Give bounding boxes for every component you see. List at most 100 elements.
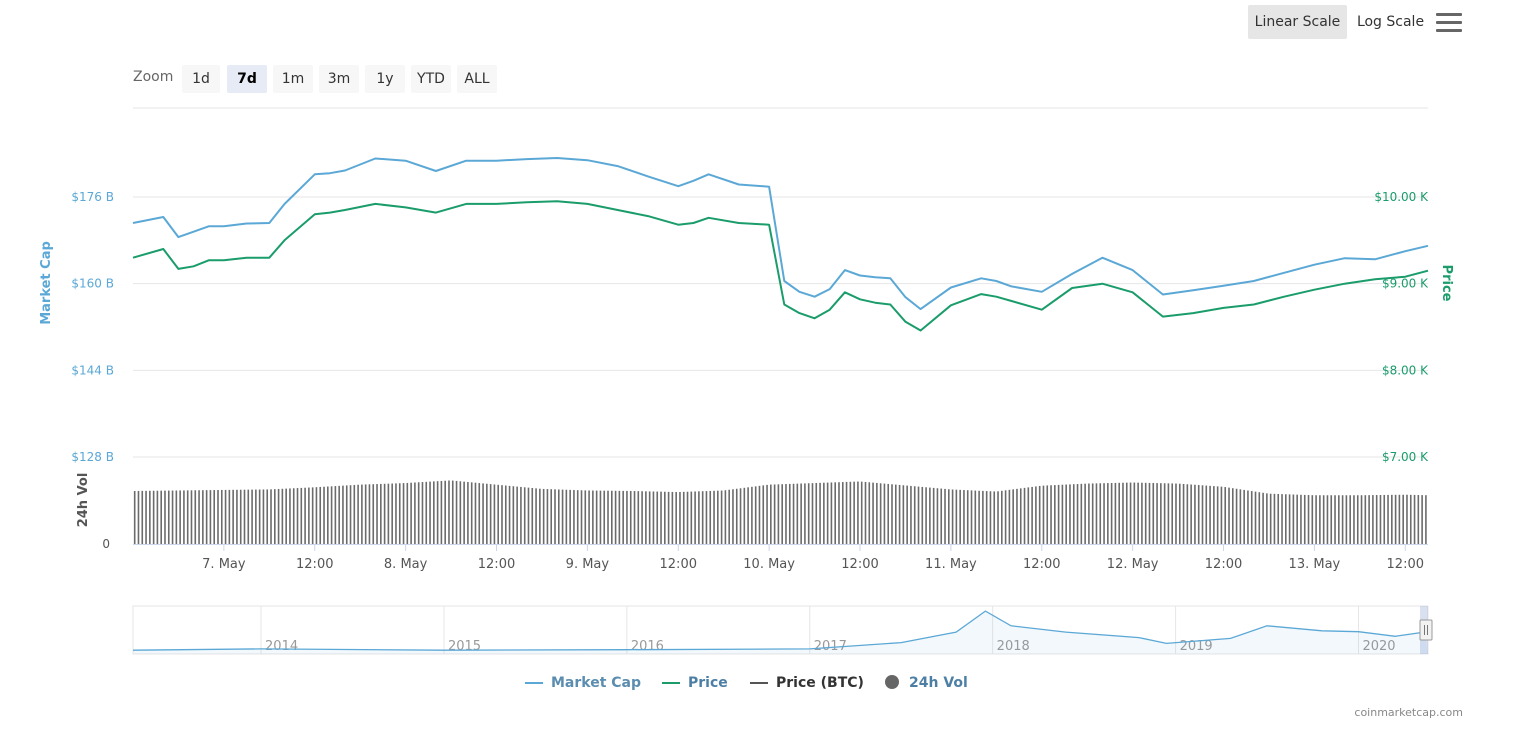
volume-bar <box>1383 494 1386 544</box>
right-axis-tick-label: $7.00 K <box>1382 450 1429 464</box>
volume-bar <box>289 488 291 544</box>
volume-bar <box>474 482 477 544</box>
volume-bar <box>834 482 836 544</box>
x-axis-tick-label: 12. May <box>1107 557 1159 572</box>
volume-bar <box>1322 495 1325 544</box>
zoom-ytd-button[interactable]: YTD <box>411 65 451 93</box>
volume-bar <box>894 484 897 544</box>
volume-bar <box>1413 494 1416 544</box>
volume-bar <box>1099 483 1102 544</box>
right-axis-tick-label: $8.00 K <box>1382 363 1429 377</box>
volume-bar <box>1182 483 1185 544</box>
volume-bar <box>1156 483 1158 544</box>
zoom-1m-button[interactable]: 1m <box>273 65 313 93</box>
volume-axis-title: 24h Vol <box>76 473 91 528</box>
hamburger-menu-icon[interactable] <box>1436 10 1462 32</box>
volume-bar <box>508 485 511 544</box>
volume-bar <box>402 483 405 544</box>
volume-bar <box>1315 495 1317 544</box>
volume-bar <box>236 489 238 544</box>
zoom-7d-button[interactable]: 7d <box>227 65 267 93</box>
volume-bar <box>1258 492 1261 544</box>
volume-bar <box>739 488 742 544</box>
zoom-3m-button[interactable]: 3m <box>319 65 359 93</box>
volume-bar <box>504 485 507 544</box>
volume-bar <box>436 481 439 544</box>
linear-scale-button[interactable]: Linear Scale <box>1248 5 1347 39</box>
volume-bar <box>951 489 954 544</box>
volume-bar <box>1402 494 1404 544</box>
volume-bar <box>1194 484 1196 544</box>
volume-bar <box>766 484 768 544</box>
volume-bar <box>440 480 443 544</box>
volume-bar <box>648 491 651 544</box>
volume-bar <box>762 485 765 544</box>
right-axis-tick-label: $9.00 K <box>1382 277 1429 291</box>
volume-bar <box>588 490 590 544</box>
volume-bar <box>1292 494 1295 544</box>
volume-bar <box>482 483 484 544</box>
volume-bar <box>531 488 534 544</box>
volume-bar <box>1054 485 1056 544</box>
volume-bar <box>868 482 871 544</box>
volume-bar <box>274 489 276 544</box>
volume-bar <box>353 484 356 544</box>
volume-bar <box>1137 482 1139 544</box>
volume-bar <box>709 490 712 544</box>
volume-bar <box>679 491 681 544</box>
volume-bar <box>1273 493 1276 544</box>
legend-price[interactable]: Price <box>662 675 728 691</box>
volume-bar <box>611 490 613 544</box>
legend-label: Price <box>688 675 728 691</box>
volume-bar <box>1277 493 1280 544</box>
x-axis-tick-label: 12:00 <box>1205 557 1242 572</box>
volume-bar <box>156 490 159 544</box>
volume-bar <box>982 490 984 544</box>
volume-bar <box>595 490 598 544</box>
volume-bar <box>1171 483 1174 544</box>
volume-bar <box>1167 483 1170 544</box>
volume-bar <box>1103 483 1105 544</box>
volume-bar <box>361 484 363 544</box>
x-axis-tick-label: 12:00 <box>478 557 515 572</box>
credit-link[interactable]: coinmarketcap.com <box>1354 706 1463 719</box>
x-axis-tick-label: 10. May <box>743 557 795 572</box>
volume-bar <box>1262 492 1264 544</box>
volume-bar <box>1004 490 1007 544</box>
volume-bar <box>1035 486 1037 544</box>
volume-bar <box>792 483 795 544</box>
volume-bar <box>773 484 776 544</box>
volume-bar <box>838 482 840 544</box>
volume-bar <box>368 484 371 544</box>
zoom-1d-button[interactable]: 1d <box>182 65 220 93</box>
zoom-1y-button[interactable]: 1y <box>365 65 405 93</box>
volume-bar <box>913 486 916 544</box>
volume-bar <box>989 491 992 544</box>
volume-bar <box>149 490 151 544</box>
volume-bar <box>1110 483 1113 544</box>
volume-bar <box>830 482 833 544</box>
volume-bar <box>1231 488 1234 544</box>
legend-24h-vol[interactable]: 24h Vol <box>885 675 968 691</box>
volume-bar <box>1341 495 1344 544</box>
volume-bar <box>1247 490 1249 544</box>
legend-label: Price (BTC) <box>776 675 864 691</box>
log-scale-button[interactable]: Log Scale <box>1356 14 1425 30</box>
market-cap-line <box>132 157 1429 311</box>
volume-bar <box>1031 486 1033 544</box>
volume-bar <box>841 482 844 544</box>
zoom-all-button[interactable]: ALL <box>457 65 497 93</box>
volume-bar <box>383 483 386 544</box>
x-axis-tick-label: 9. May <box>566 557 610 572</box>
volume-bar <box>247 489 250 544</box>
volume-bar <box>754 486 757 544</box>
legend-market-cap[interactable]: Market Cap <box>525 675 641 691</box>
volume-bar <box>1303 494 1306 544</box>
left-axis-title: Market Cap <box>39 241 54 325</box>
volume-bar <box>198 490 200 544</box>
legend-price-btc[interactable]: Price (BTC) <box>750 675 864 691</box>
volume-bar <box>133 490 136 544</box>
volume-bar <box>978 490 980 544</box>
volume-bar <box>258 489 261 544</box>
volume-bar <box>304 487 306 544</box>
